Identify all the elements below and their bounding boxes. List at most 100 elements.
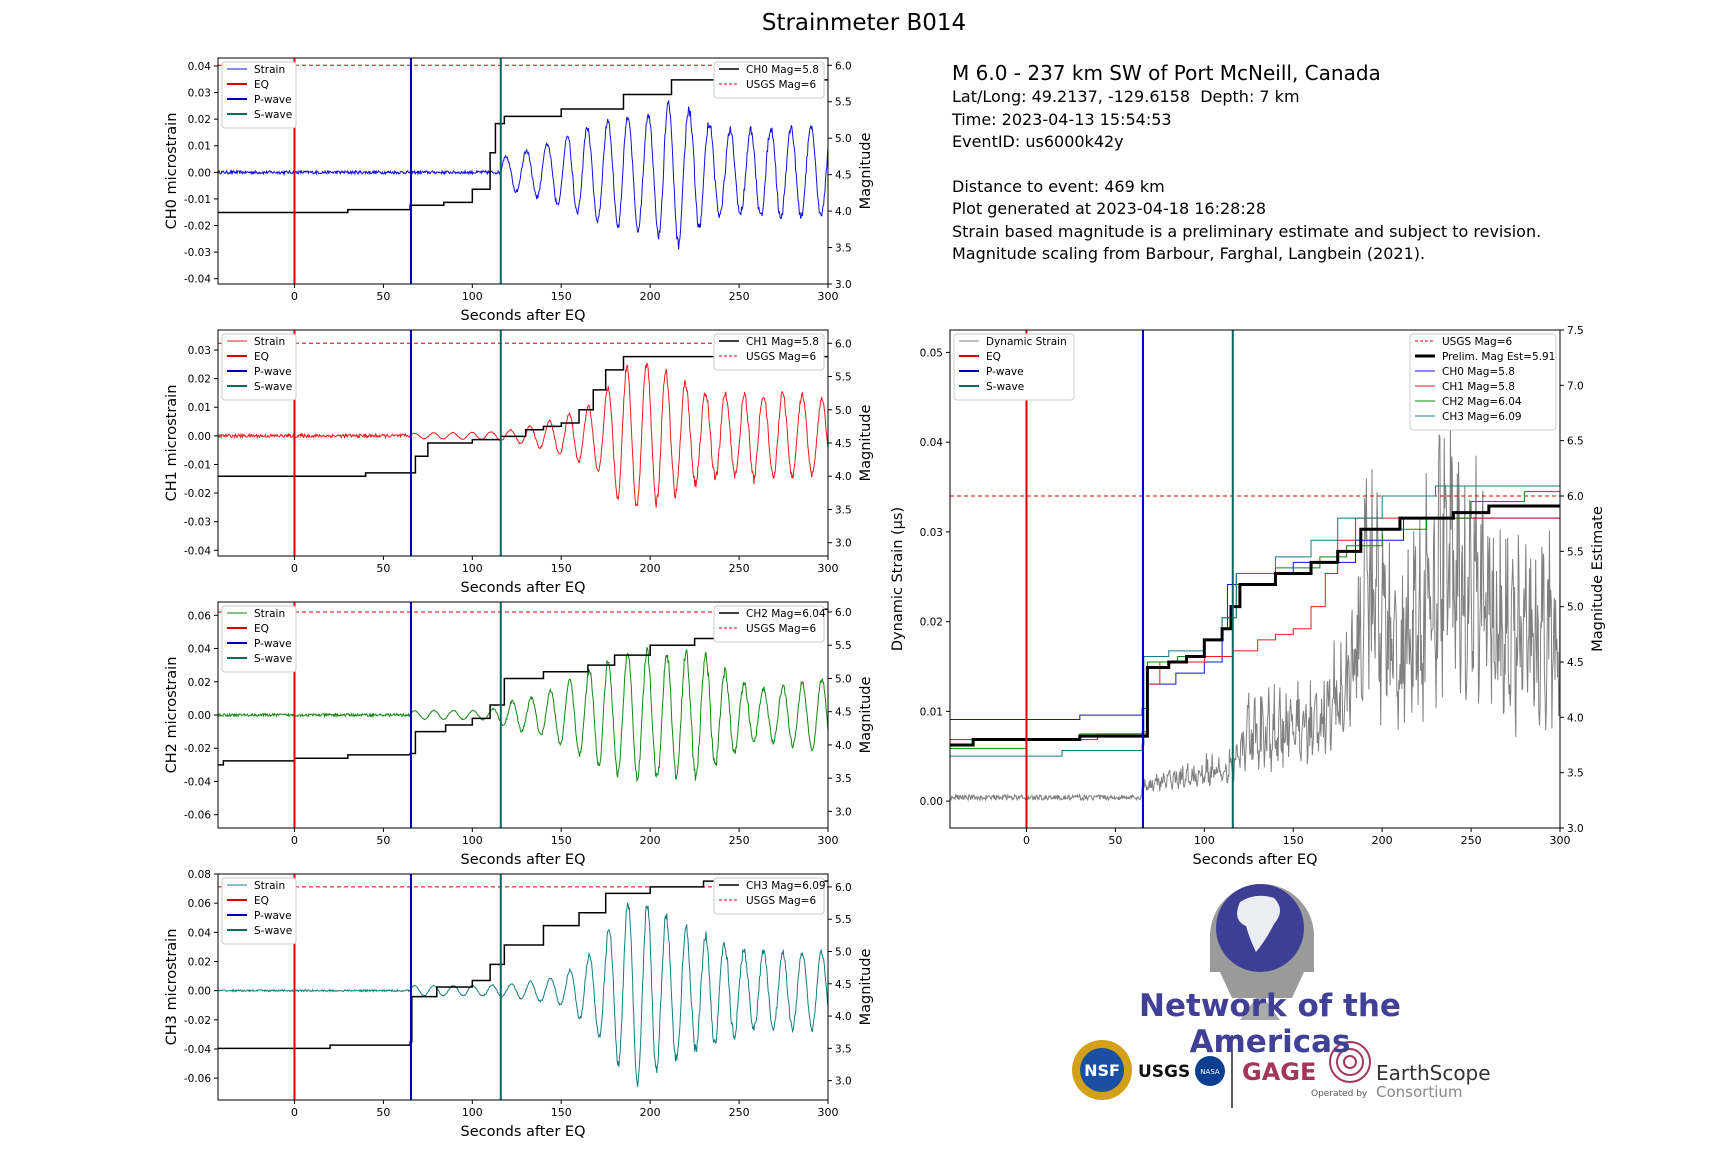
x-axis-label: Seconds after EQ (1192, 852, 1317, 868)
consortium-label: Consortium (1376, 1083, 1462, 1101)
legend-label: P-wave (254, 366, 292, 378)
charts-group: 0 50 100 150 200 250 300 -0.04 -0.03 -0.02 -0.01 0.… (164, 57, 1606, 1140)
legend-label: S-wave (254, 109, 292, 121)
legend-label: EQ (254, 79, 269, 91)
network-logo: NSF USGS NASA GAGE EarthScope Consortium… (1060, 880, 1490, 1120)
dynamic-strain-line (950, 426, 1560, 802)
x-tick-label: 200 (640, 290, 661, 303)
y-tick-label: -0.02 (184, 743, 211, 755)
x-tick-label: 300 (818, 562, 839, 575)
y2-tick-label: 5.0 (835, 405, 852, 417)
legend-right: CH0 Mag=5.8 USGS Mag=6 (713, 61, 825, 99)
y2-tick-label: 3.0 (1567, 823, 1584, 835)
svg-text:NASA: NASA (1200, 1068, 1220, 1076)
earthscope-icon (1329, 1041, 1371, 1083)
legend-left: Strain EQ P-wave S-wave (221, 877, 297, 945)
y2-tick-label: 7.5 (1567, 325, 1584, 337)
x-axis-label: Seconds after EQ (460, 852, 585, 868)
y2-tick-label: 5.5 (1567, 546, 1584, 558)
legend-left: Strain EQ P-wave S-wave (221, 333, 297, 401)
nasa-logo: NASA (1195, 1056, 1225, 1086)
y2-tick-label: 4.5 (835, 707, 852, 719)
y-tick-label: -0.03 (184, 517, 211, 529)
event-time: Time: 2023-04-13 15:54:53 (952, 109, 1172, 129)
x-tick-label: 150 (551, 834, 572, 847)
x-tick-label: 300 (1550, 834, 1571, 847)
legend-right: CH3 Mag=6.09 USGS Mag=6 (713, 877, 826, 915)
legend-box (953, 333, 1075, 401)
x-tick-label: 250 (729, 562, 750, 575)
y2-tick-label: 6.0 (835, 60, 852, 72)
x-tick-label: 200 (640, 834, 661, 847)
y-tick-label: 0.02 (188, 956, 211, 968)
svg-text:NSF: NSF (1084, 1061, 1120, 1080)
y-axis-label: CH0 microstrain (164, 113, 180, 230)
y-tick-label: 0.01 (188, 402, 211, 414)
y2-tick-label: 6.0 (835, 607, 852, 619)
y-tick-label: -0.02 (184, 221, 211, 233)
x-tick-label: 0 (291, 562, 298, 575)
y-tick-label: 0.04 (188, 927, 212, 939)
y2-tick-label: 5.5 (835, 914, 852, 926)
y-tick-label: 0.00 (188, 431, 211, 443)
x-tick-label: 100 (462, 1106, 483, 1119)
legend-label: S-wave (254, 925, 292, 937)
y-tick-label: 0.01 (920, 706, 943, 718)
x-tick-label: 250 (729, 834, 750, 847)
legend-label: CH3 Mag=6.09 (746, 880, 826, 892)
figure-title: Strainmeter B014 (762, 10, 966, 36)
x-tick-label: 0 (291, 834, 298, 847)
y-tick-label: -0.02 (184, 488, 211, 500)
x-tick-label: 250 (729, 290, 750, 303)
y-tick-label: 0.00 (188, 986, 211, 998)
legend-label: USGS Mag=6 (746, 895, 816, 907)
legend-label: Strain (254, 64, 285, 76)
y2-tick-label: 5.5 (835, 97, 852, 109)
plot-area-combined (950, 330, 1560, 828)
x-tick-label: 150 (1283, 834, 1304, 847)
legend-label: Dynamic Strain (986, 336, 1067, 348)
legend-label: P-wave (254, 94, 292, 106)
mag-line-ch1 (218, 355, 828, 477)
y2-tick-label: 3.0 (835, 279, 852, 291)
legend-label: CH3 Mag=6.09 (1442, 411, 1522, 423)
y2-tick-label: 7.0 (1567, 380, 1584, 392)
y-tick-label: 0.03 (188, 345, 211, 357)
y-tick-label: 0.01 (188, 141, 211, 153)
y-axis-label: CH1 microstrain (164, 385, 180, 502)
y2-tick-label: 5.0 (1567, 602, 1584, 614)
chart-ch1: 0 50 100 150 200 250 300 -0.04 -0.03 -0.02 -0.01 0.… (164, 329, 874, 596)
y-tick-label: 0.06 (188, 610, 212, 622)
y-tick-label: -0.02 (184, 1015, 211, 1027)
y-tick-label: 0.00 (920, 796, 943, 808)
y-axis-label: CH2 microstrain (164, 657, 180, 774)
strain-line-ch0 (218, 99, 828, 250)
x-tick-label: 150 (551, 1106, 572, 1119)
y2-tick-label: 4.5 (835, 170, 852, 182)
legend-label: S-wave (254, 653, 292, 665)
legend-left: Strain EQ P-wave S-wave (221, 61, 297, 129)
strain-line-ch2 (218, 646, 828, 783)
x-tick-label: 200 (640, 1106, 661, 1119)
y2-tick-label: 3.5 (835, 1043, 852, 1055)
legend-label: CH1 Mag=5.8 (746, 336, 819, 348)
legend-left: Strain EQ P-wave S-wave (221, 605, 297, 673)
legend-label: CH1 Mag=5.8 (1442, 381, 1515, 393)
network-name: Network of the Americas (1139, 988, 1401, 1060)
x-tick-label: 300 (818, 834, 839, 847)
legend-right: USGS Mag=6 Prelim. Mag Est=5.91 CH0 Mag=5.… (1409, 333, 1557, 431)
x-tick-label: 100 (462, 290, 483, 303)
y2-tick-label: 3.0 (835, 1076, 852, 1088)
plot-area-ch1 (218, 330, 828, 556)
y-tick-label: 0.03 (920, 527, 943, 539)
scaling-note: Magnitude scaling from Barbour, Farghal,… (952, 244, 1426, 263)
x-tick-label: 200 (1372, 834, 1393, 847)
legend-label: EQ (254, 351, 269, 363)
y-tick-label: 0.04 (188, 644, 212, 656)
plot-frame (949, 329, 1561, 829)
y-tick-label: 0.04 (188, 61, 212, 73)
plot-frame (217, 873, 829, 1101)
y2-axis-label: Magnitude (858, 677, 874, 754)
event-headline: M 6.0 - 237 km SW of Port McNeill, Canad… (952, 61, 1381, 85)
chart-combined: 0 50 100 150 200 250 300 0.00 0.01 0.02 0.03 0.04 0.… (890, 325, 1606, 868)
